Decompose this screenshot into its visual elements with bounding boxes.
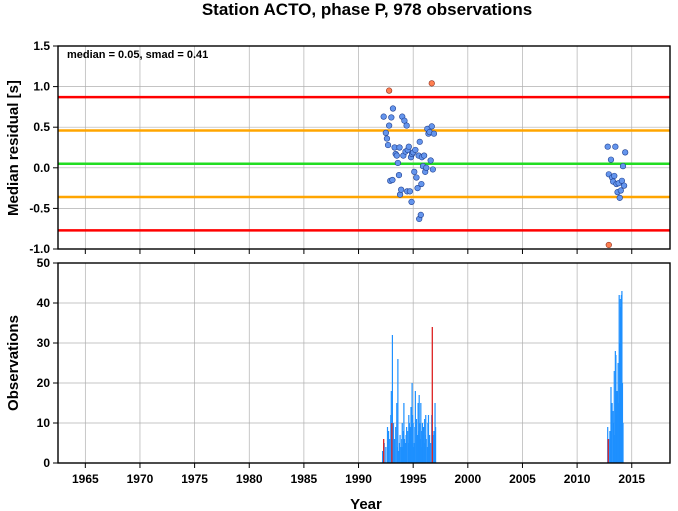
residual-point	[393, 152, 400, 159]
top-y-axis-label: Median residual [s]	[5, 80, 22, 216]
outlier-point	[386, 87, 393, 94]
residual-point	[427, 157, 434, 164]
x-tick-label: 1995	[400, 472, 427, 486]
x-tick-label: 1975	[181, 472, 208, 486]
x-tick-label: 1990	[345, 472, 372, 486]
residual-point	[607, 156, 615, 163]
panel-frame	[57, 45, 671, 250]
residual-point	[389, 176, 396, 184]
residual-point	[403, 122, 410, 129]
x-tick-label: 2000	[454, 472, 481, 486]
residual-point	[395, 172, 403, 179]
x-tick-label: 1970	[127, 472, 154, 486]
y-tick-label: 20	[37, 376, 51, 390]
x-tick-label: 2005	[509, 472, 536, 486]
residual-point	[394, 159, 401, 167]
x-tick-label: 1965	[72, 472, 99, 486]
residual-point	[429, 166, 436, 173]
residual-point	[405, 143, 412, 150]
residual-point	[423, 164, 430, 171]
residual-point	[384, 141, 392, 149]
residual-point	[408, 198, 415, 206]
residual-point	[616, 194, 623, 201]
residual-point	[622, 149, 629, 156]
bottom-y-axis-label: Observations	[5, 315, 22, 411]
y-tick-label: -1.0	[29, 242, 50, 256]
residual-point	[418, 180, 425, 188]
residual-point	[386, 122, 393, 129]
stats-annotation: median = 0.05, smad = 0.41	[67, 49, 208, 61]
x-tick-label: 1980	[236, 472, 263, 486]
panel-frame	[57, 262, 671, 464]
x-tick-label: 2010	[564, 472, 591, 486]
residual-panel: 1.5 1.0 0.5 0.0 -0.5 -1.0	[29, 39, 671, 256]
y-tick-label: 1.0	[33, 80, 50, 94]
residual-point	[396, 144, 403, 151]
y-tick-label: 40	[37, 296, 51, 310]
residual-point	[421, 152, 428, 159]
residual-point	[389, 105, 397, 112]
residual-point	[604, 143, 611, 150]
residual-point	[412, 146, 419, 154]
residual-point	[380, 113, 387, 120]
outlier-point	[428, 80, 435, 87]
y-tick-label: 30	[37, 336, 51, 350]
residual-point	[382, 129, 389, 136]
residual-point	[414, 185, 421, 192]
residual-point	[417, 211, 424, 218]
residual-point	[619, 163, 627, 170]
x-tick-label: 2015	[618, 472, 645, 486]
y-tick-label: 0.0	[33, 161, 50, 175]
residual-point	[617, 187, 624, 194]
y-tick-label: 1.5	[33, 39, 50, 53]
residual-point	[411, 168, 418, 175]
y-tick-label: 0.5	[33, 120, 50, 134]
y-tick-label: 50	[37, 256, 51, 270]
y-tick-label: -0.5	[29, 201, 50, 215]
residual-point	[611, 172, 618, 180]
x-tick-label: 1985	[291, 472, 318, 486]
residual-point	[612, 143, 619, 150]
residual-point	[398, 186, 405, 193]
residual-point	[413, 174, 420, 181]
chart-title: Station ACTO, phase P, 978 observations	[202, 0, 532, 19]
residual-point	[620, 182, 628, 189]
residual-point	[428, 123, 435, 130]
y-tick-label: 0	[43, 456, 50, 470]
x-axis-label: Year	[350, 496, 382, 511]
residual-point	[430, 130, 438, 137]
residual-point	[383, 135, 391, 142]
residual-point	[416, 138, 423, 145]
outlier-point	[605, 241, 612, 249]
residual-point	[406, 188, 414, 195]
y-tick-label: 10	[37, 416, 51, 430]
residual-point	[388, 114, 395, 121]
